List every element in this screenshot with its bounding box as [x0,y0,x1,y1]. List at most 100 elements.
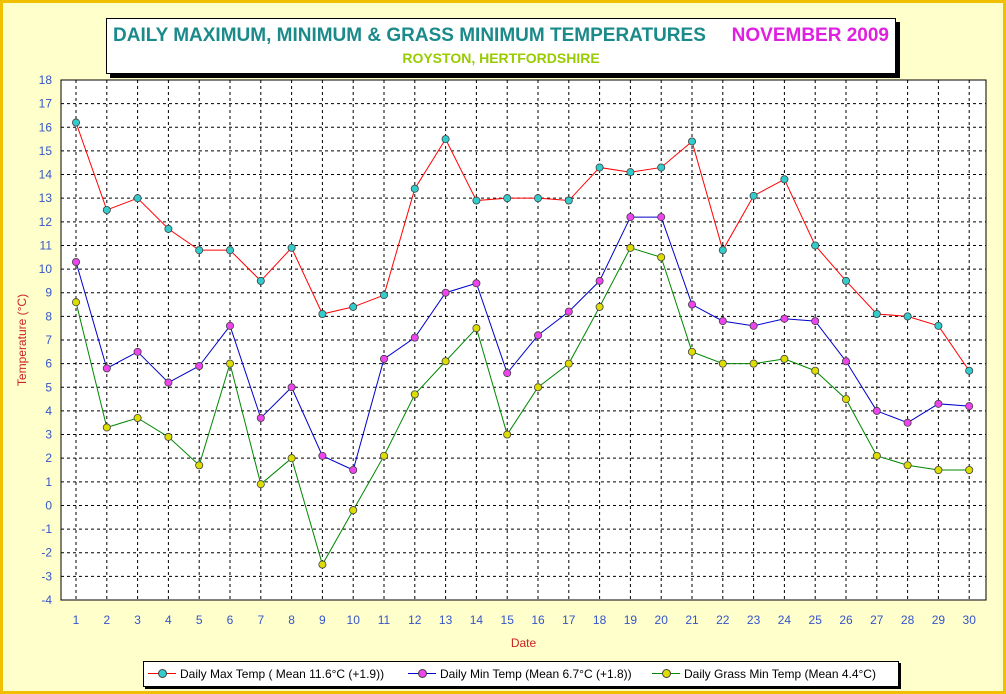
data-point [72,257,81,266]
legend-marker-grass [662,669,671,678]
data-point [564,307,573,316]
data-point [595,276,604,285]
data-point [225,321,234,330]
x-tick-label: 13 [439,613,453,627]
data-point [256,276,265,285]
legend-label-min: Daily Min Temp (Mean 6.7°C (+1.8)) [440,667,632,681]
x-tick-label: 9 [319,613,326,627]
x-tick-label: 12 [408,613,422,627]
data-point [564,196,573,205]
data-point [934,399,943,408]
x-tick-label: 22 [716,613,730,627]
data-point [811,366,820,375]
data-point [903,461,912,470]
data-point [903,312,912,321]
y-tick-label: 6 [45,357,52,371]
x-tick-label: 5 [196,613,203,627]
y-tick-label: 13 [39,191,53,205]
x-axis-label: Date [511,636,537,650]
data-point [965,465,974,474]
title-box: DAILY MAXIMUM, MINIMUM & GRASS MINIMUM T… [106,18,896,74]
y-tick-label: 15 [39,144,53,158]
data-point [102,364,111,373]
chart-location: ROYSTON, HERTFORDSHIRE [402,50,600,66]
data-point [718,317,727,326]
data-point [164,378,173,387]
x-tick-label: 15 [501,613,515,627]
y-tick-label: 11 [40,238,53,252]
y-tick-label: 12 [39,215,53,229]
data-point [195,246,204,255]
data-point [164,224,173,233]
chart-legend: Daily Max Temp ( Mean 11.6°C (+1.9)) Dai… [143,661,899,687]
series-line-2 [75,247,970,566]
data-point [657,213,666,222]
data-point [102,205,111,214]
data-point [102,423,111,432]
data-point [718,359,727,368]
data-point [225,359,234,368]
x-tick-label: 26 [839,613,853,627]
x-tick-label: 23 [747,613,761,627]
data-point [780,314,789,323]
y-tick-label: -2 [41,546,52,560]
data-point [811,241,820,250]
legend-label-grass: Daily Grass Min Temp (Mean 4.4°C) [684,667,876,681]
y-tick-label: 2 [45,451,52,465]
legend-marker-max [158,669,167,678]
x-tick-label: 11 [378,613,391,627]
y-tick-label: 7 [45,333,52,347]
data-point [534,331,543,340]
data-point [164,432,173,441]
data-point [410,333,419,342]
series-line-1 [75,216,970,471]
data-point [472,324,481,333]
data-point [503,194,512,203]
data-point [780,175,789,184]
data-point [657,163,666,172]
data-point [749,321,758,330]
x-tick-label: 10 [347,613,361,627]
data-point [903,418,912,427]
data-point [842,395,851,404]
y-tick-label: 10 [39,262,53,276]
data-point [534,383,543,392]
data-point [225,246,234,255]
chart-title: DAILY MAXIMUM, MINIMUM & GRASS MINIMUM T… [113,25,706,46]
y-tick-label: -3 [41,569,52,583]
data-point [72,298,81,307]
x-tick-label: 24 [778,613,792,627]
y-tick-label: 5 [45,380,52,394]
data-point [318,309,327,318]
data-point [503,369,512,378]
data-point [965,366,974,375]
data-point [934,465,943,474]
x-tick-label: 19 [624,613,638,627]
y-tick-label: -4 [41,593,52,607]
data-point [688,300,697,309]
data-point [503,430,512,439]
y-tick-label: 1 [45,475,52,489]
y-tick-label: 0 [45,498,52,512]
data-point [718,246,727,255]
data-point [379,451,388,460]
data-point [626,213,635,222]
y-tick-label: 14 [39,168,53,182]
y-tick-label: -1 [41,522,52,536]
data-point [780,354,789,363]
x-tick-label: 14 [470,613,484,627]
data-point [195,461,204,470]
x-tick-label: 7 [257,613,264,627]
data-point [379,354,388,363]
data-point [287,383,296,392]
x-tick-label: 18 [593,613,607,627]
x-tick-label: 28 [901,613,915,627]
data-point [441,288,450,297]
data-point [349,506,358,515]
data-point [133,194,142,203]
y-tick-label: 16 [39,120,53,134]
x-tick-label: 16 [531,613,545,627]
data-point [472,279,481,288]
data-point [872,309,881,318]
